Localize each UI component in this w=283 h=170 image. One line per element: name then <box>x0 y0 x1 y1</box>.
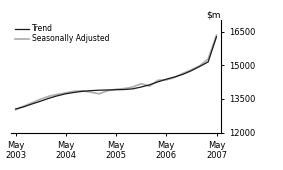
Legend: Trend, Seasonally Adjusted: Trend, Seasonally Adjusted <box>15 24 110 43</box>
Text: $m: $m <box>206 10 221 19</box>
